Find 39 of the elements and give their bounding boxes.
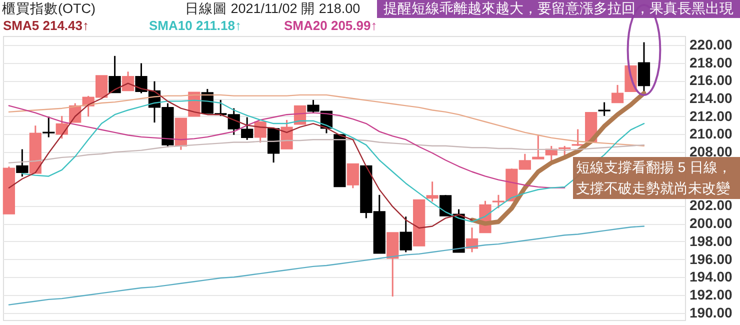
candlestick (638, 42, 650, 92)
candlestick (42, 116, 55, 138)
y-tick-label: 200.00 (690, 215, 733, 232)
candlestick (280, 119, 293, 150)
annotation: 短線支撐看翻揚 5 日線，支撐不破走勢就尚未改變 (576, 159, 732, 196)
y-tick-label: 190.00 (690, 304, 733, 320)
line-series (8, 226, 645, 306)
y-tick-label: 198.00 (690, 232, 733, 249)
candlestick (426, 180, 438, 202)
candlestick (400, 216, 412, 253)
y-tick-label: 212.00 (690, 108, 733, 124)
y-tick-label: 210.00 (690, 126, 733, 142)
candlestick (16, 148, 28, 178)
text: SMA20 205.99↑ (284, 18, 378, 33)
candlestick (611, 84, 624, 104)
candlestick (108, 55, 121, 94)
chart-title: 櫃買指數(OTC) (2, 1, 96, 16)
y-tick-label: 214.00 (690, 90, 733, 106)
y-tick-label: 208.00 (690, 144, 733, 160)
y-tick-label: 218.00 (690, 54, 733, 70)
y-tick-label: 202.00 (690, 197, 733, 214)
candlestick (346, 163, 359, 189)
y-tick-label: 220.00 (690, 36, 733, 52)
line-series (8, 105, 566, 188)
candlestick (241, 116, 254, 141)
y-tick-label: 192.00 (690, 286, 733, 302)
candlestick (122, 70, 134, 92)
y-tick-label: 216.00 (690, 72, 733, 88)
y-tick-label: 196.00 (690, 250, 733, 267)
text: SMA5 214.43↑ (3, 18, 89, 33)
candlestick (598, 102, 610, 117)
chart-subtitle: 日線圖 2021/11/02 開 218.00 (185, 1, 360, 16)
candlestick (439, 194, 452, 217)
text: 提醒短線乖離越來越大，要留意漲多拉回，果真長黑出現 (384, 0, 734, 16)
y-tick-label: 194.00 (690, 268, 733, 285)
text: SMA10 211.18↑ (149, 18, 242, 33)
candlestick (532, 134, 544, 160)
line-series (470, 90, 646, 226)
candlestick (254, 121, 266, 144)
